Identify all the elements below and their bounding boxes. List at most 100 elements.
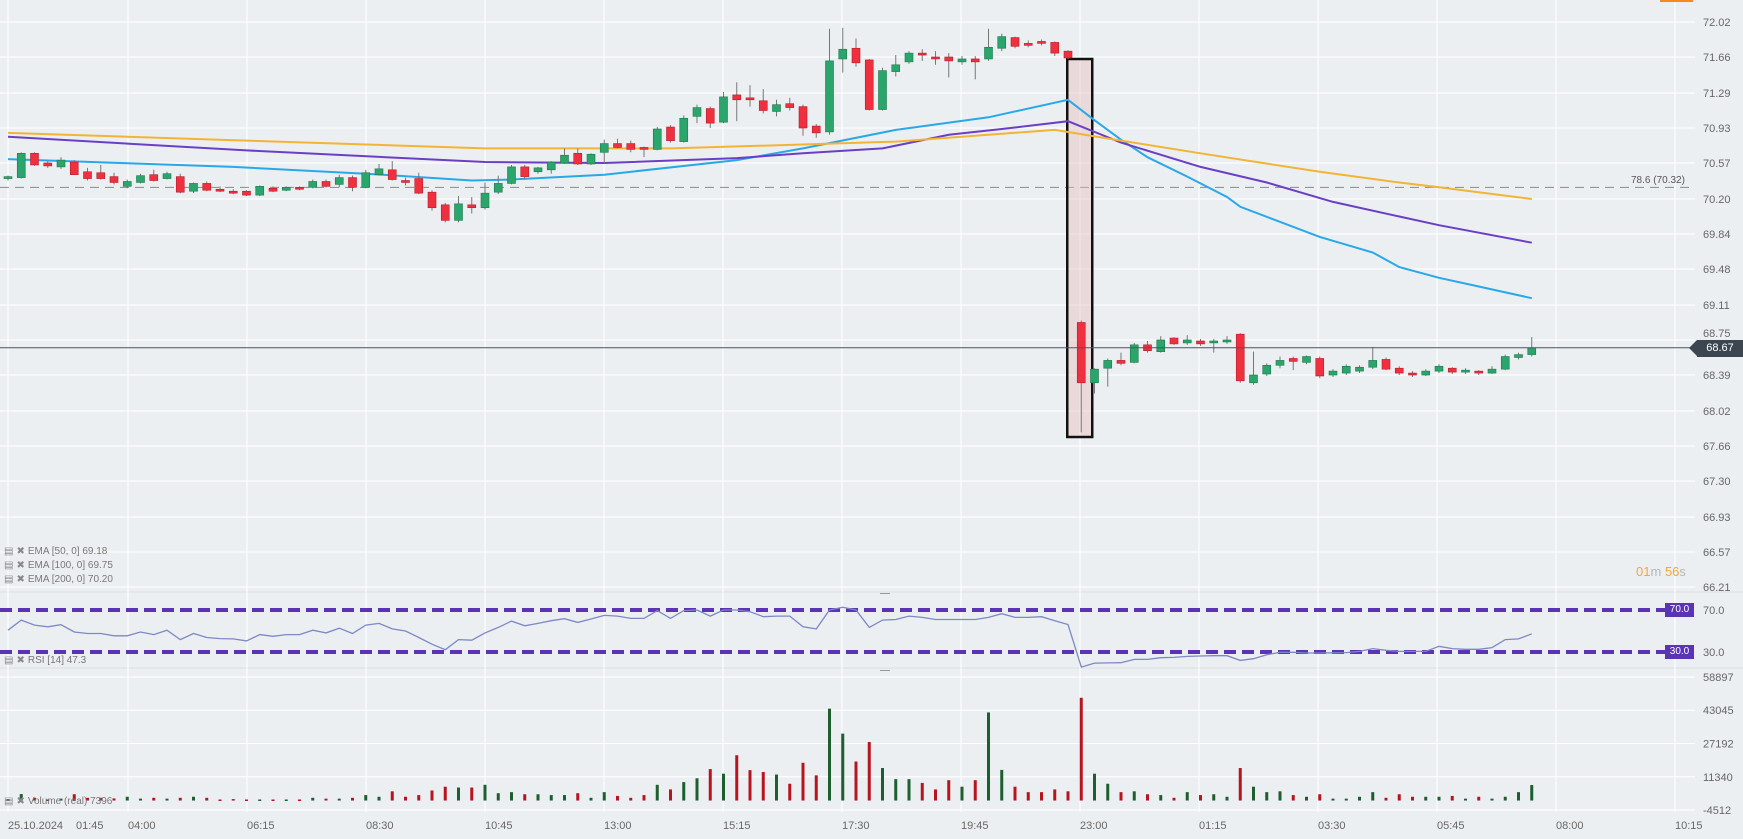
candle xyxy=(652,127,662,151)
candle xyxy=(944,53,954,78)
time-axis-label: 04:00 xyxy=(128,820,156,832)
candle-body xyxy=(851,47,861,64)
candle xyxy=(43,161,53,168)
rsi-line xyxy=(7,606,1533,668)
candle-body xyxy=(679,117,689,142)
volume-bar xyxy=(1238,768,1242,801)
close-icon[interactable]: ✖ xyxy=(16,546,25,557)
candle-body xyxy=(1368,360,1378,368)
candle xyxy=(122,179,132,189)
candle xyxy=(957,56,967,65)
volume-bar xyxy=(867,742,871,801)
time-axis-label: 10:45 xyxy=(485,820,513,832)
candle xyxy=(1434,364,1444,374)
candle-body xyxy=(242,190,251,196)
legend-volume[interactable]: ▤ ✖ Volume (real) 7396 xyxy=(4,796,112,808)
volume-bar xyxy=(1159,795,1163,801)
candle xyxy=(1315,356,1325,378)
candle xyxy=(692,104,702,124)
candle xyxy=(1421,369,1431,376)
candle-body xyxy=(109,176,119,183)
volume-bar xyxy=(1000,769,1004,801)
candle-body xyxy=(1129,344,1139,363)
candle-body xyxy=(308,181,318,188)
candle xyxy=(162,171,172,180)
volume-bar xyxy=(934,789,937,801)
volume-bar xyxy=(602,792,606,801)
price-axis-label: 70.20 xyxy=(1703,194,1731,206)
candle xyxy=(16,152,26,179)
candle-body xyxy=(864,59,874,110)
volume-bar xyxy=(417,795,421,801)
legend-ema-50[interactable]: ▤ ✖ EMA [50, 0] 69.18 xyxy=(4,546,107,558)
candle xyxy=(268,186,278,193)
candle-body xyxy=(825,60,834,133)
candle xyxy=(414,172,424,195)
candle xyxy=(281,186,291,192)
settings-icon[interactable]: ▤ xyxy=(4,574,14,585)
candle-body xyxy=(374,168,384,175)
legend-rsi[interactable]: ▤ ✖ RSI [14] 47.3 xyxy=(4,655,86,667)
candle-body xyxy=(281,187,291,191)
candle xyxy=(228,189,238,195)
close-icon[interactable]: ✖ xyxy=(16,574,25,585)
volume-bar xyxy=(231,799,235,801)
candle xyxy=(202,181,212,192)
candle xyxy=(1143,340,1152,353)
pane-resize-handle[interactable] xyxy=(880,670,890,671)
volume-bar xyxy=(536,794,540,801)
candle xyxy=(1023,40,1033,48)
close-icon[interactable]: ✖ xyxy=(16,655,25,666)
close-icon[interactable]: ✖ xyxy=(16,560,25,571)
volume-bar xyxy=(841,733,845,801)
volume-bar xyxy=(1424,796,1428,801)
candle-body xyxy=(1341,365,1351,374)
volume-bar xyxy=(708,769,712,801)
rsi-axis-label: 70.0 xyxy=(1703,605,1724,617)
candle-body xyxy=(1196,340,1205,345)
candle-body xyxy=(811,125,821,134)
settings-icon[interactable]: ▤ xyxy=(4,655,14,666)
volume-bar xyxy=(1265,792,1269,801)
candle-body xyxy=(917,52,927,56)
candle xyxy=(560,148,569,164)
candle-body xyxy=(1381,359,1391,370)
legend-ema-100[interactable]: ▤ ✖ EMA [100, 0] 69.75 xyxy=(4,560,113,572)
settings-icon[interactable]: ▤ xyxy=(4,796,14,807)
pane-resize-handle[interactable] xyxy=(880,593,890,594)
candle-body xyxy=(573,152,583,165)
candle-body xyxy=(1090,368,1099,384)
candle xyxy=(1514,352,1523,360)
settings-icon[interactable]: ▤ xyxy=(4,546,14,557)
candle xyxy=(3,175,13,181)
candle-body xyxy=(16,152,26,178)
candle-body xyxy=(785,103,795,108)
volume-bar xyxy=(1278,791,1282,801)
candle xyxy=(864,58,874,111)
price-axis-label: 66.21 xyxy=(1703,582,1731,594)
candle xyxy=(387,161,397,181)
candle xyxy=(493,175,503,195)
candle xyxy=(507,164,516,185)
volume-bar xyxy=(430,790,434,801)
volume-bar xyxy=(1079,697,1083,801)
volume-bar xyxy=(1119,792,1123,801)
volume-bar xyxy=(1212,794,1216,801)
candle xyxy=(732,82,742,122)
time-axis-label: 01:45 xyxy=(76,820,104,832)
volume-bar xyxy=(828,708,831,801)
volume-bar xyxy=(987,712,990,801)
legend-ema-200[interactable]: ▤ ✖ EMA [200, 0] 70.20 xyxy=(4,574,113,586)
candle xyxy=(573,148,583,165)
volume-bar xyxy=(1358,796,1361,801)
volume-bar xyxy=(1411,796,1414,801)
current-price-tag: 68.67 xyxy=(1689,340,1743,357)
volume-bar xyxy=(390,791,394,801)
candle-body xyxy=(1209,340,1219,344)
close-icon[interactable]: ✖ xyxy=(16,796,25,807)
settings-icon[interactable]: ▤ xyxy=(4,560,14,571)
volume-bar xyxy=(549,795,553,801)
candle-body xyxy=(295,187,304,190)
fib-level-label: 78.6 (70.32) xyxy=(1631,175,1685,186)
